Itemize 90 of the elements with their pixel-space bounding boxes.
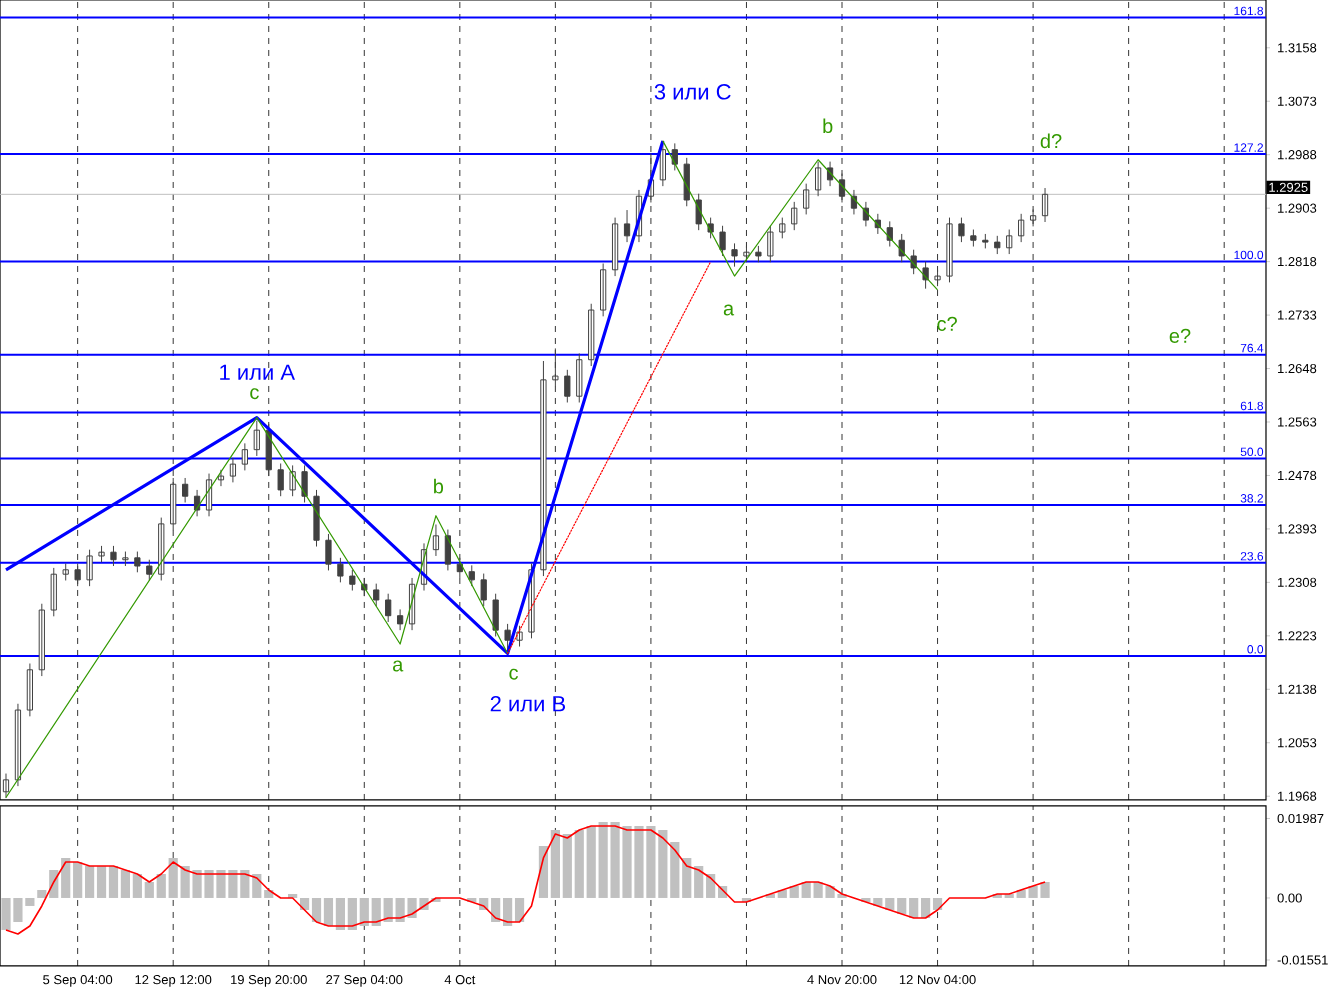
candlestick bbox=[480, 573, 487, 607]
candlestick bbox=[444, 529, 452, 571]
candlestick bbox=[313, 489, 320, 548]
candlestick bbox=[958, 217, 965, 243]
candlestick bbox=[516, 625, 523, 648]
candlestick bbox=[193, 489, 201, 517]
candlestick bbox=[98, 545, 105, 563]
annotation: c? bbox=[937, 316, 957, 331]
candlestick bbox=[588, 303, 595, 367]
candlestick bbox=[241, 442, 248, 471]
annotation: 2 или B bbox=[490, 695, 566, 712]
candlestick bbox=[1029, 208, 1037, 227]
candlestick bbox=[970, 229, 977, 248]
candlestick bbox=[86, 549, 93, 587]
candlestick bbox=[552, 347, 559, 387]
candlestick bbox=[325, 533, 332, 571]
candlestick bbox=[791, 201, 798, 231]
candlestick bbox=[671, 142, 678, 171]
candlestick bbox=[265, 423, 272, 477]
candlestick bbox=[146, 559, 153, 581]
annotation: c bbox=[509, 668, 519, 680]
annotation: c bbox=[250, 388, 259, 400]
candlestick bbox=[731, 242, 738, 268]
candlestick bbox=[803, 183, 810, 215]
candlestick bbox=[2, 773, 10, 799]
candlestick bbox=[623, 209, 631, 243]
candlestick bbox=[600, 263, 607, 317]
candlestick bbox=[683, 157, 690, 207]
candlestick bbox=[838, 173, 846, 204]
annotation: 1 или A bbox=[220, 364, 295, 380]
candlestick bbox=[743, 245, 750, 263]
candlestick bbox=[301, 464, 308, 503]
candlestick bbox=[456, 557, 463, 579]
candlestick bbox=[253, 420, 260, 457]
candlestick bbox=[385, 593, 392, 623]
candlestick bbox=[611, 217, 619, 277]
candlestick bbox=[934, 269, 941, 287]
candlestick bbox=[122, 551, 129, 567]
candlestick bbox=[659, 140, 666, 187]
candlestick bbox=[946, 217, 953, 283]
candlestick bbox=[205, 473, 213, 517]
candlestick bbox=[26, 663, 34, 717]
annotation: a bbox=[723, 304, 735, 316]
candlestick bbox=[396, 608, 404, 631]
candlestick bbox=[289, 464, 296, 497]
candlestick bbox=[50, 567, 57, 617]
candlestick bbox=[886, 220, 893, 248]
annotation: b bbox=[823, 118, 833, 134]
annotation: e? bbox=[1169, 328, 1191, 343]
candlestick bbox=[170, 477, 177, 531]
annotation: b bbox=[434, 478, 444, 494]
candlestick bbox=[779, 217, 786, 239]
candlestick bbox=[337, 557, 344, 583]
candlestick bbox=[982, 233, 989, 249]
annotation: a bbox=[393, 660, 404, 672]
candlestick bbox=[1041, 187, 1049, 223]
candlestick bbox=[277, 463, 284, 497]
candlestick bbox=[349, 569, 356, 592]
candlestick bbox=[373, 583, 380, 607]
candlestick bbox=[110, 545, 117, 567]
candlestick bbox=[540, 360, 547, 577]
candlestick bbox=[182, 477, 189, 503]
candlestick bbox=[504, 623, 511, 654]
candlestick bbox=[1006, 229, 1013, 255]
candlestick bbox=[1018, 213, 1025, 243]
candlestick bbox=[755, 245, 762, 263]
candlestick bbox=[492, 593, 499, 637]
candlestick bbox=[850, 189, 858, 215]
candlestick bbox=[229, 457, 237, 483]
candlestick bbox=[134, 551, 141, 573]
candlestick bbox=[994, 235, 1001, 255]
annotation: d? bbox=[1040, 133, 1062, 149]
candlestick bbox=[158, 517, 165, 581]
candlestick bbox=[62, 563, 69, 581]
candlestick bbox=[468, 564, 475, 587]
candlestick bbox=[695, 193, 702, 231]
candlestick bbox=[564, 369, 571, 403]
candlestick bbox=[767, 225, 774, 263]
candlestick bbox=[815, 161, 822, 197]
line-series bbox=[662, 140, 939, 291]
candlestick bbox=[74, 563, 81, 587]
line-series bbox=[5, 416, 509, 799]
candlestick bbox=[14, 703, 22, 787]
candlestick bbox=[719, 225, 726, 257]
annotation: 3 или C bbox=[654, 84, 731, 100]
candlestick bbox=[217, 469, 225, 487]
candlestick bbox=[38, 603, 45, 677]
candlestick bbox=[576, 352, 583, 403]
candlestick bbox=[898, 233, 905, 263]
candlestick bbox=[432, 524, 440, 557]
